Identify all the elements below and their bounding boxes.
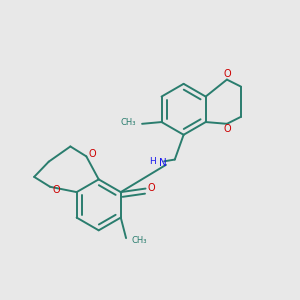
Text: H: H [149, 157, 156, 166]
Text: O: O [223, 69, 231, 79]
Text: O: O [223, 124, 231, 134]
Text: O: O [88, 149, 96, 159]
Text: CH₃: CH₃ [131, 236, 146, 245]
Text: CH₃: CH₃ [120, 118, 136, 127]
Text: O: O [147, 183, 155, 193]
Text: O: O [52, 185, 60, 195]
Text: N: N [158, 158, 166, 168]
